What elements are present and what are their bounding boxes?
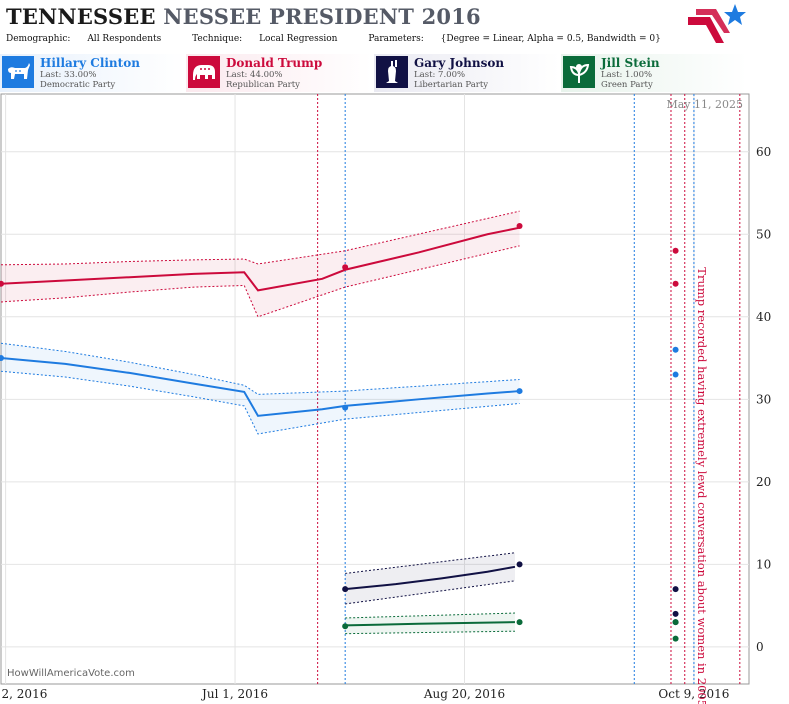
poll-point <box>342 623 349 630</box>
y-tick-label: 60 <box>756 145 771 159</box>
poll-point <box>342 586 349 593</box>
x-tick-label: Oct 9, 2016 <box>658 687 729 701</box>
candidate-party: Democratic Party <box>40 80 116 90</box>
parameters-label: Parameters: <box>368 34 424 44</box>
candidate-last-value: Last: 7.00% <box>414 70 466 80</box>
star-flag-logo <box>688 4 746 43</box>
poll-point <box>342 404 349 411</box>
candidate-last-value: Last: 33.00% <box>40 70 97 80</box>
series-line <box>0 357 520 417</box>
poll-point <box>672 346 679 353</box>
demographic-label: Demographic: <box>6 34 71 44</box>
candidate-name: Jill Stein <box>601 56 660 70</box>
poll-point <box>516 619 523 626</box>
confidence-lower <box>345 630 515 635</box>
y-tick-label: 30 <box>756 392 771 406</box>
candidate-card-johnson[interactable]: Gary Johnson Last: 7.00% Libertarian Par… <box>374 54 560 92</box>
title-race: NESSEE PRESIDENT 2016 <box>163 4 481 29</box>
site-watermark: HowWillAmericaVote.com <box>7 668 135 679</box>
date-label: May 11, 2025 <box>666 98 743 111</box>
candidate-name: Hillary Clinton <box>40 56 140 70</box>
candidate-last-value: Last: 1.00% <box>601 70 653 80</box>
candidate-last-value: Last: 44.00% <box>226 70 283 80</box>
candidate-card-stein[interactable]: Jill Stein Last: 1.00% Green Party <box>561 54 747 92</box>
x-tick-label: May 12, 2016 <box>0 687 47 701</box>
parameters-value: {Degree = Linear, Alpha = 0.5, Bandwidth… <box>440 34 661 44</box>
confidence-upper <box>345 612 515 619</box>
series-line <box>345 621 515 627</box>
confidence-band <box>345 552 515 604</box>
series-line <box>0 226 520 292</box>
confidence-lower <box>0 370 520 435</box>
y-tick-label: 20 <box>756 475 771 489</box>
y-tick-label: 0 <box>756 640 764 654</box>
candidate-name: Gary Johnson <box>414 56 505 70</box>
candidate-party: Republican Party <box>226 80 300 90</box>
title-state: TENNESSEE <box>6 4 156 29</box>
poll-point <box>672 247 679 254</box>
technique-value: Local Regression <box>259 34 338 44</box>
poll-point <box>516 388 523 395</box>
poll-point <box>0 280 4 287</box>
candidate-card-clinton[interactable]: Hillary Clinton Last: 33.00% Democratic … <box>0 54 186 92</box>
x-tick-label: Jul 1, 2016 <box>200 687 268 701</box>
poll-point <box>672 586 679 593</box>
elephant-icon <box>188 56 220 88</box>
poll-point <box>516 561 523 568</box>
page-title: TENNESSEE NESSEE PRESIDENT 2016 <box>6 4 481 29</box>
candidate-party: Green Party <box>601 80 653 90</box>
candidate-name: Donald Trump <box>226 56 323 70</box>
confidence-upper <box>345 552 516 574</box>
candidate-party: Libertarian Party <box>414 80 489 90</box>
poll-point <box>516 223 523 230</box>
demographic-value: All Respondents <box>87 34 162 44</box>
candidate-card-trump[interactable]: Donald Trump Last: 44.00% Republican Par… <box>186 54 372 92</box>
poll-point <box>342 264 349 271</box>
confidence-lower <box>345 580 516 605</box>
poll-point <box>0 355 4 362</box>
poll-point <box>672 635 679 642</box>
poll-point <box>672 610 679 617</box>
y-tick-label: 40 <box>756 310 771 324</box>
confidence-band <box>1 343 520 434</box>
y-tick-label: 10 <box>756 557 771 571</box>
poll-point <box>672 619 679 626</box>
donkey-icon <box>2 56 34 88</box>
y-tick-label: 50 <box>756 227 771 241</box>
poll-point <box>672 371 679 378</box>
parameters-line: Demographic: All Respondents Technique: … <box>6 34 689 44</box>
technique-label: Technique: <box>192 34 243 44</box>
leaf-icon <box>563 56 595 88</box>
poll-point <box>672 280 679 287</box>
x-tick-label: Aug 20, 2016 <box>423 687 505 701</box>
event-annotation: Trump recorded having extremely lewd con… <box>695 267 709 704</box>
series-line <box>345 565 516 591</box>
confidence-upper <box>0 342 520 395</box>
liberty-icon <box>376 56 408 88</box>
